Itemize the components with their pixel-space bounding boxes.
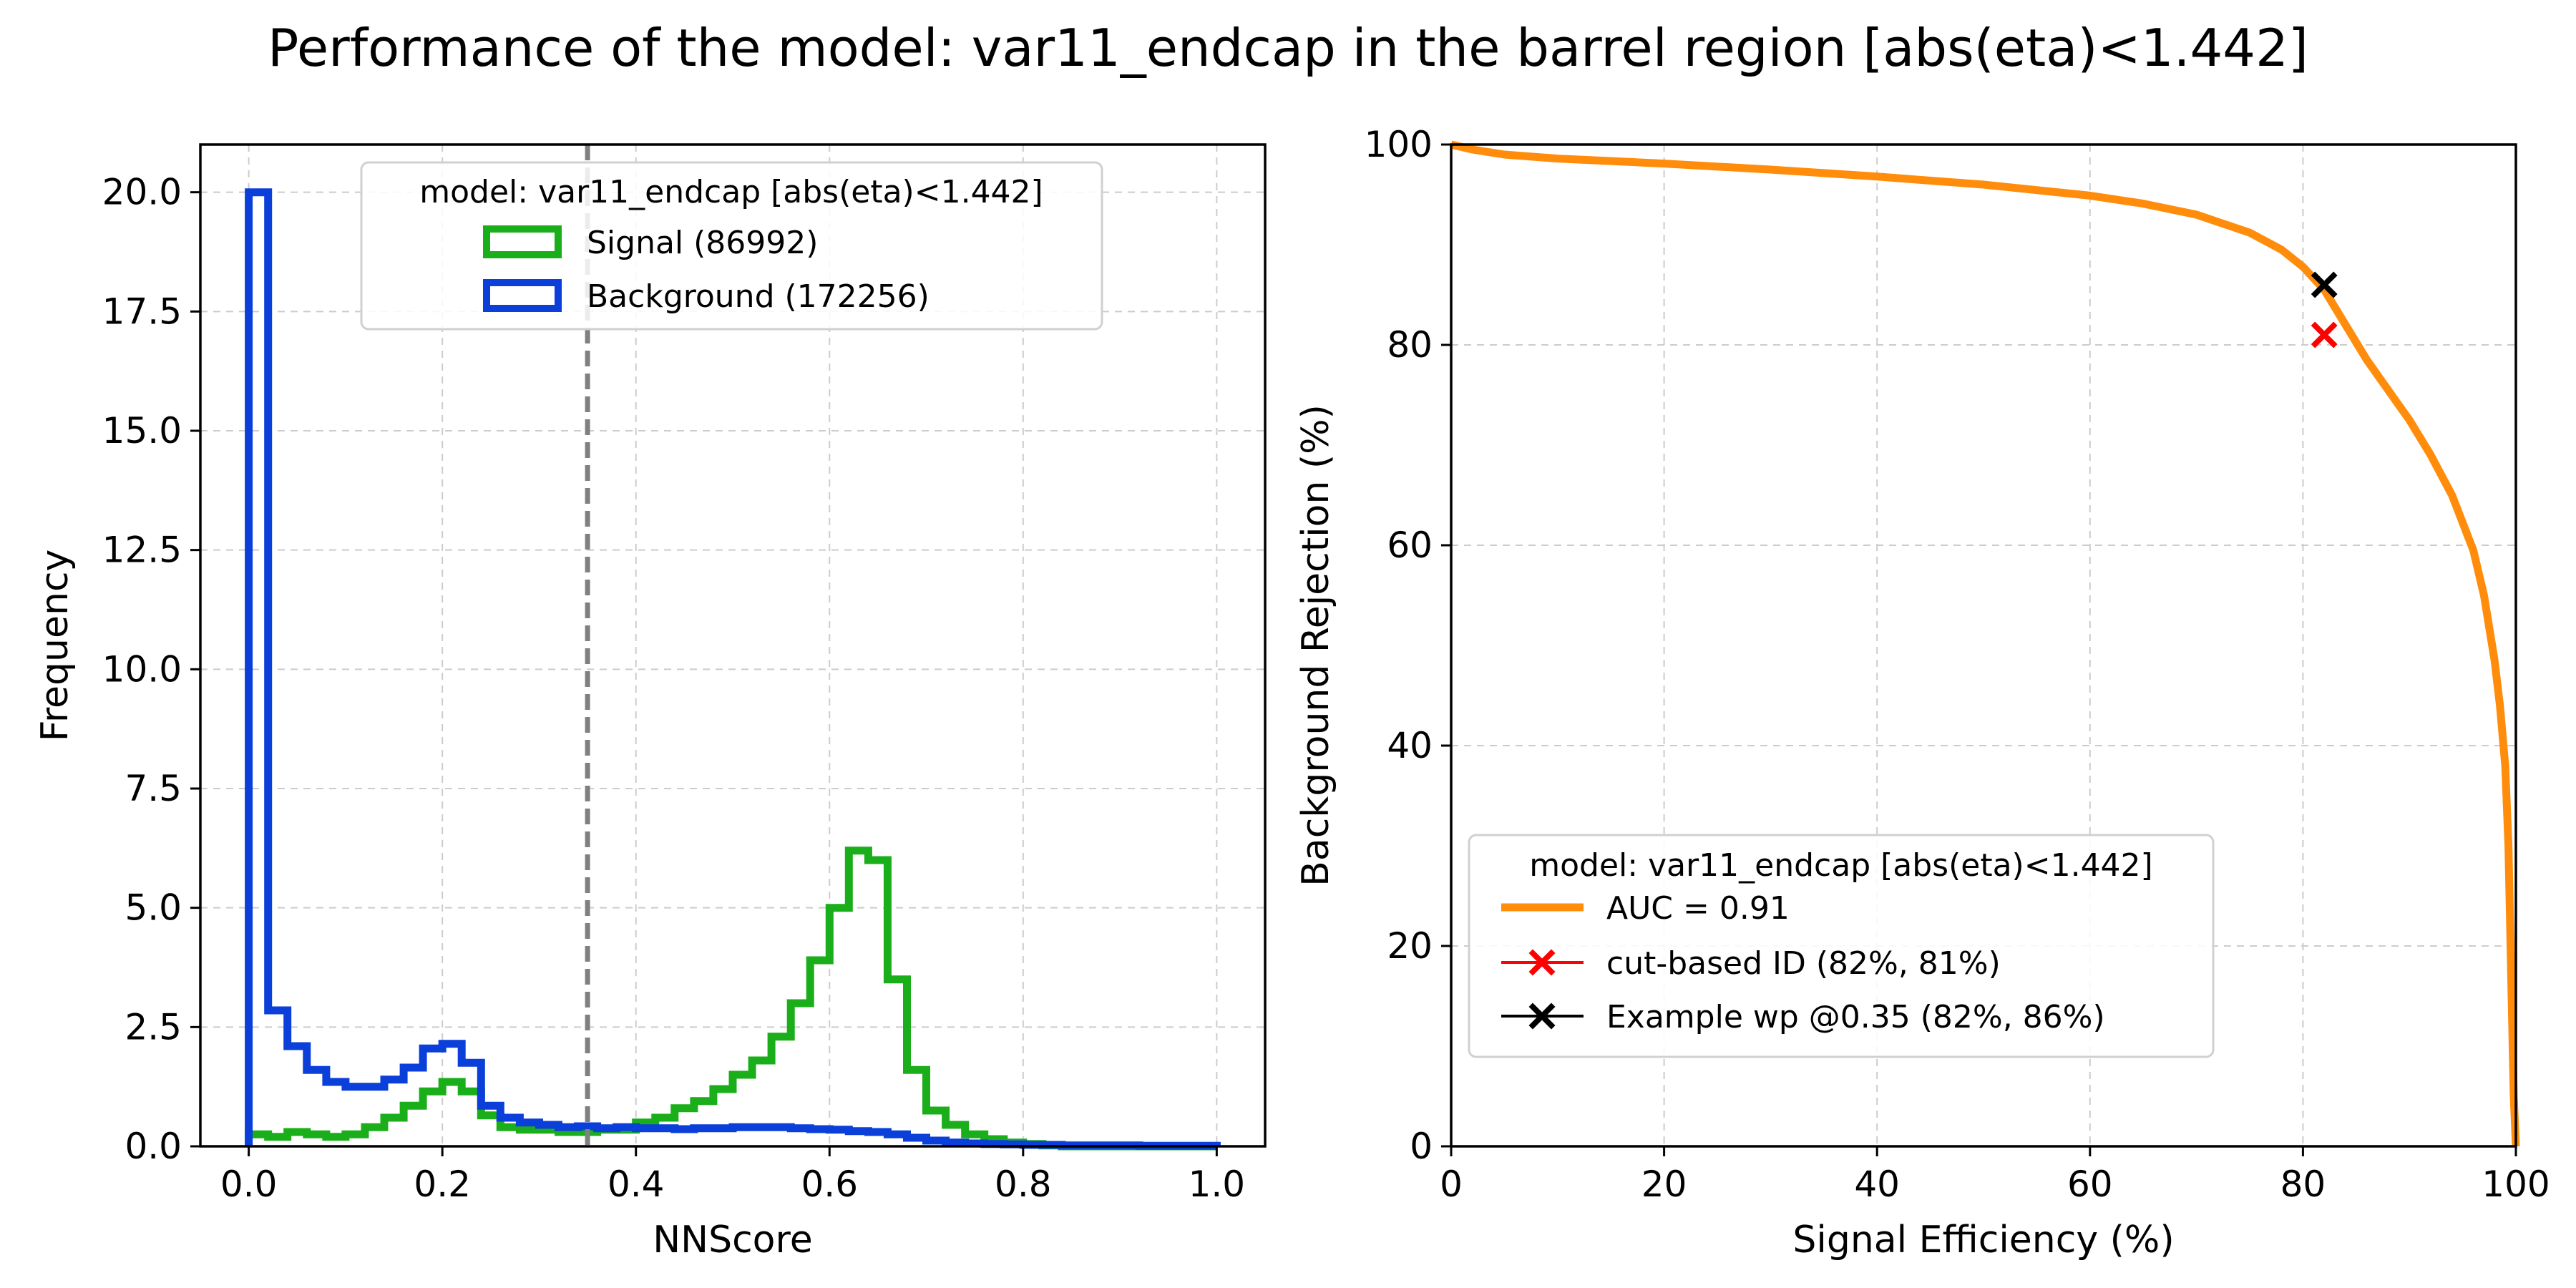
legend-title: model: var11_endcap [abs(eta)<1.442] [1529,847,2152,884]
roc-axes-frame [1450,143,2517,1148]
histogram-series-0 [245,847,1217,1151]
y-tick-label: 2.5 [125,1006,182,1048]
y-tick-label: 17.5 [102,291,182,332]
legend-swatch-1 [483,279,562,312]
x-tick-label: 0.8 [995,1163,1052,1205]
x-axis-label: NNScore [653,1219,812,1262]
y-tick-label: 7.5 [125,768,182,809]
x-tick-label: 100 [2482,1163,2550,1205]
x-tick-label: 1.0 [1189,1163,1246,1205]
x-tick-label: 0.6 [801,1163,859,1205]
y-tick-label: 5.0 [125,887,182,929]
x-tick-label: 0.2 [414,1163,471,1205]
legend-entry-label: Example wp @0.35 (82%, 86%) [1606,999,2105,1035]
x-axis-label: Signal Efficiency (%) [1792,1219,2174,1262]
example-wp-marker [2311,271,2338,298]
y-tick-label: 60 [1387,525,1433,566]
y-axis-label: Frequency [34,550,77,742]
x-tick-label: 20 [1641,1163,1687,1205]
legend-box [1468,834,2215,1058]
y-tick-label: 12.5 [102,530,182,571]
y-axis-label: Background Rejection (%) [1294,404,1337,887]
cut-based-id-marker [2311,321,2338,348]
legend-swatch-0 [483,225,562,258]
x-tick-label: 60 [2067,1163,2113,1205]
histogram-legend: model: var11_endcap [abs(eta)<1.442] Sign… [360,161,1103,331]
y-tick-label: 80 [1387,324,1433,366]
y-tick-label: 0 [1410,1126,1433,1167]
y-tick-label: 10.0 [102,648,182,690]
y-tick-label: 20 [1387,925,1433,967]
y-tick-label: 100 [1365,124,1433,165]
y-tick-label: 15.0 [102,410,182,452]
legend-box [360,161,1103,331]
legend-swatch-marker-1 [1528,1002,1556,1030]
y-tick-label: 40 [1387,725,1433,766]
x-tick-label: 40 [1854,1163,1900,1205]
legend-title: model: var11_endcap [abs(eta)<1.442] [419,174,1043,210]
figure-title: Performance of the model: var11_endcap i… [268,18,2308,78]
legend-entry-label: Background (172256) [587,278,930,315]
x-tick-label: 80 [2280,1163,2326,1205]
legend-entry-label: cut-based ID (82%, 81%) [1606,945,2001,982]
y-tick-label: 0.0 [125,1126,182,1167]
histogram-series-1 [245,188,1221,1150]
x-tick-label: 0.4 [608,1163,665,1205]
x-tick-label: 0 [1440,1163,1463,1205]
y-tick-label: 20.0 [102,172,182,213]
histogram-axes-frame [199,143,1267,1148]
roc-curve-plot: 0 20 40 60 80 100 0 20 40 60 80 100 Signal Efficienc… [1294,124,2550,1262]
legend-swatch-marker-0 [1528,949,1556,976]
roc-curve [1450,140,2520,1147]
x-tick-label: 0.0 [220,1163,278,1205]
legend-entry-label: AUC = 0.91 [1606,890,1790,927]
roc-legend: model: var11_endcap [abs(eta)<1.442] AUC … [1468,834,2215,1058]
legend-entry-label: Signal (86992) [587,225,818,261]
score-histogram-plot: 0.0 0.2 0.4 0.6 0.8 1.0 0.0 2.5 5.0 7.5 10.0 12.5 15… [34,143,1267,1262]
